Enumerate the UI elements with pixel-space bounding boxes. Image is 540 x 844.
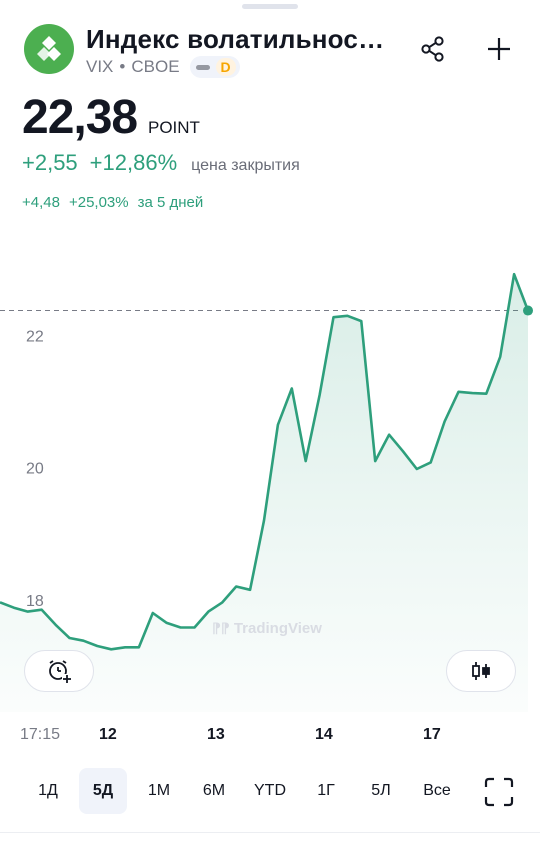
range-selector: 1Д 5Д 1M 6M YTD 1Г 5Л Все: [0, 768, 540, 816]
series-area: [0, 274, 528, 712]
last-price: 22,38: [22, 91, 138, 144]
divider: [0, 832, 540, 833]
time-axis-label: 17:15: [20, 726, 61, 743]
price-axis-label: 18: [26, 593, 44, 610]
sheet-grabber[interactable]: [242, 4, 298, 9]
plus-icon: [488, 38, 510, 60]
alarm-clock-add-icon: [49, 660, 72, 684]
separator-dot: •: [119, 57, 126, 76]
period-change-absolute: +4,48: [22, 194, 60, 211]
range-label: 6M: [202, 782, 226, 799]
tradingview-logo-icon: ⁋⁋: [212, 620, 230, 636]
range-all[interactable]: Все: [412, 768, 462, 814]
period-caption: за 5 дней: [137, 194, 204, 211]
fullscreen-button[interactable]: [484, 777, 514, 807]
change-percent: +12,86%: [89, 150, 178, 175]
share-icon: [421, 36, 444, 62]
range-5y[interactable]: 5Л: [357, 768, 405, 814]
cboe-logo: [24, 24, 74, 74]
ticker: VIX: [86, 57, 114, 76]
price-axis-label: 20: [26, 461, 44, 478]
watermark-text: TradingView: [233, 620, 322, 637]
data-status-badge[interactable]: D: [189, 56, 240, 78]
minus-icon: [195, 64, 210, 70]
time-axis-label: 13: [207, 726, 225, 743]
daily-change: +2,55 +12,86% цена закрытия: [22, 150, 300, 176]
range-1y[interactable]: 1Г: [302, 768, 350, 814]
range-label: Все: [423, 782, 451, 799]
range-label: 5Л: [371, 782, 391, 799]
series-line: [0, 272, 530, 651]
share-button[interactable]: [416, 32, 450, 66]
range-ytd[interactable]: YTD: [245, 768, 295, 814]
add-to-watchlist-button[interactable]: [482, 32, 516, 66]
exchange-name[interactable]: CBOE: [131, 57, 180, 76]
range-label: 1Д: [38, 782, 58, 799]
time-axis-label: 14: [315, 726, 333, 743]
range-6m[interactable]: 6M: [190, 768, 238, 814]
time-axis: 17:15 12 13 14 17: [0, 726, 540, 746]
symbol-header: Индекс волатильност… VIX • CBOE D: [0, 18, 540, 80]
time-axis-label: 12: [99, 726, 117, 743]
last-point-marker: [523, 305, 533, 316]
symbol-subline: VIX • CBOE D: [86, 56, 240, 78]
range-label: 1M: [147, 782, 171, 799]
delayed-data-badge: D: [215, 58, 236, 76]
symbol-title: Индекс волатильност…: [86, 24, 386, 54]
range-label: 1Г: [317, 782, 335, 799]
chart-type-button[interactable]: [446, 650, 516, 692]
price-axis-label: 22: [26, 329, 44, 346]
range-1m[interactable]: 1M: [135, 768, 183, 814]
candlestick-icon: [472, 662, 490, 680]
time-axis-label: 17: [423, 726, 441, 743]
change-absolute: +2,55: [22, 150, 78, 175]
range-label: 5Д: [92, 782, 114, 799]
fullscreen-icon: [484, 777, 514, 807]
range-1d[interactable]: 1Д: [24, 768, 72, 814]
add-alert-button[interactable]: [24, 650, 94, 692]
period-change: +4,48 +25,03% за 5 дней: [22, 194, 212, 211]
change-caption: цена закрытия: [191, 157, 300, 174]
range-5d[interactable]: 5Д: [79, 768, 127, 814]
range-label: YTD: [254, 782, 286, 799]
price-unit: POINT: [148, 118, 200, 137]
tradingview-watermark: ⁋⁋ TradingView: [212, 620, 322, 637]
period-change-percent: +25,03%: [68, 194, 129, 211]
